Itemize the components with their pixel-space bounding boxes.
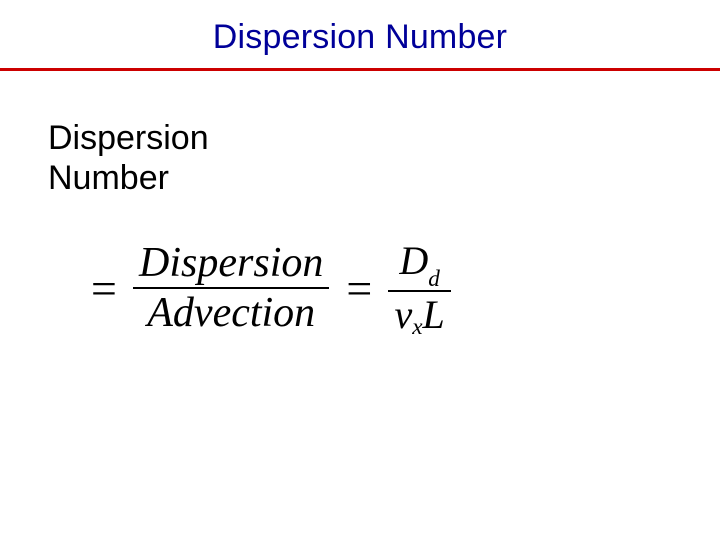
fraction-words-numerator: Dispersion — [133, 239, 329, 287]
fraction-symbols-denominator: vxL — [388, 292, 450, 338]
slide-title: Dispersion Number — [0, 18, 720, 57]
equals-sign-1: = — [88, 262, 119, 315]
label-line-2: Number — [48, 159, 169, 197]
denominator-L: L — [423, 294, 445, 336]
fraction-symbols-numerator: Dd — [393, 238, 445, 290]
denominator-v-subscript: x — [412, 315, 422, 339]
numerator-base: D — [399, 238, 428, 283]
title-underline — [0, 68, 720, 71]
numerator-subscript: d — [428, 266, 440, 292]
body-label: Dispersion Number — [48, 118, 209, 198]
fraction-words: Dispersion Advection — [133, 239, 329, 337]
fraction-words-denominator: Advection — [141, 289, 321, 337]
denominator-v-base: v — [394, 294, 412, 336]
fraction-symbols: Dd vxL — [388, 238, 450, 338]
equation: = Dispersion Advection = Dd vxL — [74, 238, 451, 338]
label-line-1: Dispersion — [48, 119, 209, 157]
equals-sign-2: = — [343, 262, 374, 315]
